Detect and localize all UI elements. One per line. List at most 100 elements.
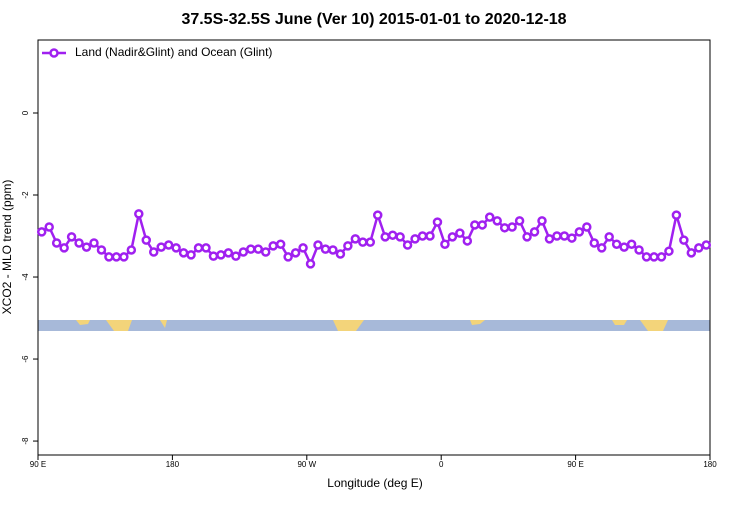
data-point: [275, 239, 286, 249]
data-point: [141, 235, 152, 245]
data-point: [559, 231, 570, 241]
data-point: [313, 240, 323, 250]
data-point: [74, 238, 84, 248]
y-tick-label: 0: [21, 110, 30, 115]
data-point: [216, 250, 226, 260]
data-point: [626, 239, 637, 249]
x-tick-label: 90 E: [30, 460, 46, 469]
data-point: [36, 227, 47, 237]
data-point: [134, 209, 144, 219]
data-point: [537, 216, 547, 226]
data-point: [679, 235, 689, 245]
data-point: [358, 237, 368, 247]
data-point: [178, 248, 189, 258]
data-point: [462, 236, 473, 246]
data-point: [470, 220, 480, 230]
data-point: [552, 231, 562, 241]
y-axis-label: XCO2 - MLO trend (ppm): [0, 180, 14, 315]
data-point: [148, 247, 159, 257]
data-point: [208, 251, 219, 261]
x-tick-label: 90 E: [567, 460, 583, 469]
data-point: [619, 242, 629, 252]
land: [612, 320, 627, 325]
data-point: [298, 243, 308, 253]
y-tick-label: -4: [21, 273, 30, 281]
data-point: [365, 237, 376, 247]
land: [640, 320, 668, 331]
data-point: [522, 232, 532, 242]
data-point: [589, 238, 600, 248]
data-point: [604, 232, 614, 242]
land: [470, 320, 485, 325]
data-point: [477, 220, 488, 230]
data-point: [492, 216, 502, 226]
data-point: [104, 252, 114, 262]
data-point: [89, 238, 99, 248]
x-tick-label: 0: [439, 460, 444, 469]
data-point: [328, 245, 338, 255]
data-point: [171, 243, 181, 253]
data-point: [372, 210, 383, 220]
data-point: [634, 245, 644, 255]
data-point: [290, 248, 301, 258]
data-point: [656, 252, 667, 262]
data-point: [402, 240, 413, 250]
data-point: [574, 227, 585, 237]
x-axis-label: Longitude (deg E): [327, 476, 422, 490]
data-point: [238, 247, 249, 257]
data-point: [455, 228, 465, 238]
data-point: [582, 222, 592, 232]
data-point: [96, 245, 107, 255]
data-point: [343, 241, 353, 251]
data-point: [51, 238, 62, 248]
data-point: [119, 252, 129, 262]
chart-title: 37.5S-32.5S June (Ver 10) 2015-01-01 to …: [181, 11, 566, 28]
data-point: [596, 243, 607, 253]
data-point: [380, 232, 390, 242]
data-point: [484, 212, 495, 222]
data-point: [611, 239, 622, 249]
legend-marker: [49, 48, 59, 58]
land: [106, 320, 132, 331]
land: [160, 320, 167, 328]
data-point: [163, 240, 174, 250]
data-point: [544, 234, 555, 244]
data-point: [156, 242, 166, 252]
x-tick-label: 180: [166, 460, 180, 469]
data-point: [447, 232, 458, 242]
data-point: [432, 217, 443, 227]
data-point: [126, 245, 137, 255]
data-point: [81, 242, 92, 252]
data-point: [335, 249, 346, 259]
plot-frame: [37, 39, 711, 456]
data-point: [425, 231, 435, 241]
data-point: [410, 234, 420, 244]
data-point: [305, 259, 316, 269]
legend-label: Land (Nadir&Glint) and Ocean (Glint): [75, 45, 272, 59]
land: [333, 320, 364, 331]
data-point: [567, 233, 577, 243]
data-point: [320, 244, 331, 254]
data-point: [223, 248, 234, 258]
data-point: [44, 222, 54, 232]
land: [76, 320, 90, 325]
data-point: [514, 216, 525, 226]
data-point: [671, 210, 682, 220]
data-point: [268, 241, 278, 251]
y-tick-label: -8: [21, 437, 30, 445]
data-point: [507, 222, 517, 232]
land-ocean-strip: [38, 320, 710, 331]
data-point: [529, 227, 540, 237]
data-point: [66, 232, 77, 242]
data-point: [260, 247, 271, 257]
data-point: [641, 252, 652, 262]
data-point: [694, 243, 704, 253]
data-point: [111, 252, 122, 262]
data-point: [253, 244, 264, 254]
data-point: [231, 251, 241, 261]
data-point: [417, 231, 428, 241]
data-point: [440, 239, 450, 249]
data-point: [246, 244, 256, 254]
data-point: [350, 234, 361, 244]
